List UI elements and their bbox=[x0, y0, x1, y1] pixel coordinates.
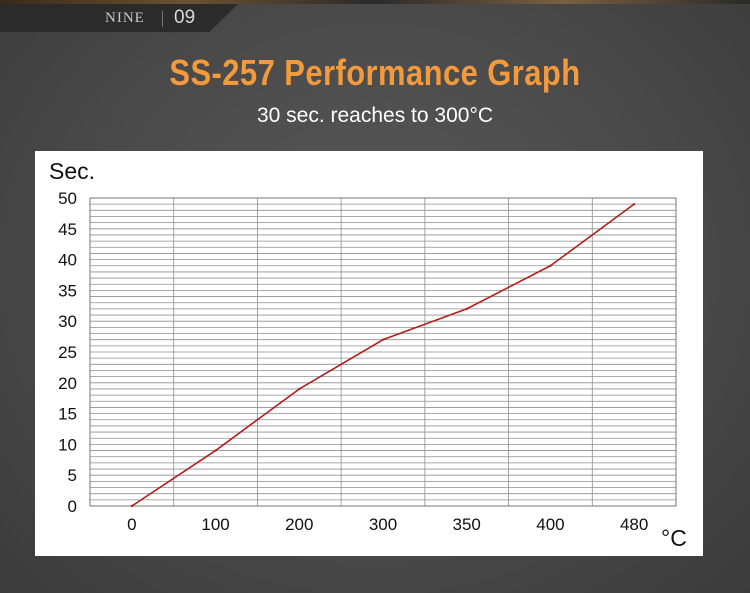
data-point bbox=[298, 387, 301, 391]
y-tick-label: 5 bbox=[68, 466, 77, 485]
y-tick-label: 0 bbox=[68, 497, 77, 516]
data-point bbox=[632, 202, 636, 206]
data-point bbox=[465, 307, 468, 311]
data-point bbox=[549, 264, 552, 267]
data-point bbox=[214, 449, 217, 452]
x-tick-label: 0 bbox=[127, 515, 136, 534]
data-point bbox=[130, 504, 134, 508]
chart-grid bbox=[89, 197, 677, 507]
y-tick-label: 50 bbox=[58, 189, 77, 208]
y-tick-label: 35 bbox=[58, 281, 77, 300]
y-axis-label: Sec. bbox=[49, 158, 95, 184]
y-tick-label: 40 bbox=[58, 251, 77, 270]
brand-label: NINE bbox=[105, 10, 145, 26]
y-tick-label: 15 bbox=[58, 405, 77, 424]
header-divider bbox=[162, 11, 163, 27]
x-axis-label: °C bbox=[661, 525, 687, 551]
series-line bbox=[131, 203, 635, 507]
header-tab bbox=[0, 4, 238, 32]
page-subtitle: 30 sec. reaches to 300°C bbox=[256, 104, 494, 127]
top-decorative-strip bbox=[0, 0, 750, 4]
page-title: SS-257 Performance Graph bbox=[169, 52, 581, 93]
y-tick-label: 25 bbox=[58, 343, 77, 362]
data-point bbox=[381, 338, 385, 341]
plot-frame bbox=[89, 197, 677, 507]
x-tick-label: 350 bbox=[453, 515, 481, 534]
x-tick-label: 400 bbox=[536, 515, 564, 534]
chart-axes: 0 5 10 15 20 25 30 35 40 45 50 0 100 200 300 350 400 480 bbox=[58, 189, 677, 534]
x-tick-label: 300 bbox=[369, 515, 397, 534]
y-tick-label: 10 bbox=[58, 435, 77, 454]
chart-series bbox=[130, 202, 636, 508]
y-tick-label: 45 bbox=[58, 220, 77, 239]
x-tick-label: 200 bbox=[285, 515, 313, 534]
x-tick-label: 480 bbox=[620, 515, 648, 534]
page-number: 09 bbox=[174, 7, 196, 28]
y-tick-label: 30 bbox=[58, 312, 77, 331]
x-tick-label: 100 bbox=[201, 515, 229, 534]
chart-panel: 0 5 10 15 20 25 30 35 40 45 50 0 100 200 300 350 400 480 … bbox=[35, 151, 703, 556]
y-tick-label: 20 bbox=[58, 374, 77, 393]
